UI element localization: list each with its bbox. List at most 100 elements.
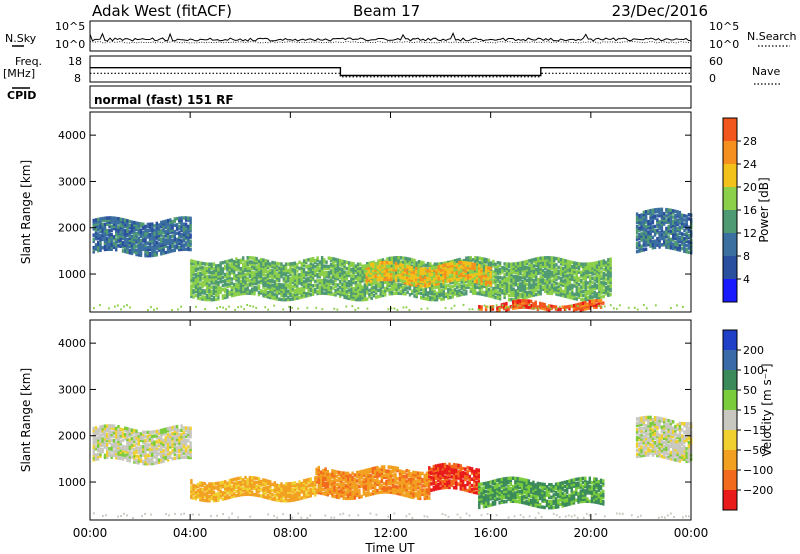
data-cell xyxy=(350,270,353,274)
data-cell xyxy=(687,235,691,240)
data-cell xyxy=(124,432,127,437)
data-cell xyxy=(291,295,294,299)
data-cell xyxy=(302,292,306,297)
data-cell xyxy=(420,287,423,292)
data-cell xyxy=(219,290,222,294)
data-cell xyxy=(130,224,134,228)
data-cell xyxy=(665,218,668,222)
data-cell xyxy=(584,303,587,307)
data-cell xyxy=(388,261,391,265)
data-cell xyxy=(572,303,576,308)
data-cell xyxy=(334,266,337,270)
data-cell xyxy=(446,264,449,269)
data-cell xyxy=(469,274,472,278)
data-cell xyxy=(589,287,592,291)
data-cell xyxy=(678,217,682,221)
data-cell xyxy=(307,270,310,275)
data-cell xyxy=(521,303,524,307)
data-cell xyxy=(115,222,118,227)
data-cell xyxy=(595,296,599,300)
data-cell xyxy=(640,215,643,219)
data-cell xyxy=(539,279,542,283)
data-cell xyxy=(575,288,578,293)
data-cell xyxy=(110,220,113,224)
data-cell xyxy=(110,453,113,457)
data-cell xyxy=(203,295,207,299)
data-cell xyxy=(532,285,536,289)
data-cell xyxy=(117,447,120,452)
data-cell xyxy=(467,258,470,262)
data-cell xyxy=(638,241,641,245)
data-cell xyxy=(417,262,421,266)
data-cell xyxy=(363,276,367,281)
data-cell xyxy=(175,231,179,235)
data-cell xyxy=(469,276,472,280)
data-cell xyxy=(598,268,601,273)
data-cell xyxy=(257,261,261,265)
data-cell xyxy=(557,307,560,312)
data-cell xyxy=(525,299,528,303)
data-cell xyxy=(302,275,306,280)
data-cell xyxy=(537,265,540,269)
data-cell xyxy=(103,434,107,439)
data-cell xyxy=(586,268,590,273)
data-cell xyxy=(260,291,263,295)
data-cell xyxy=(173,427,176,431)
data-cell xyxy=(137,450,140,455)
data-cell xyxy=(137,253,140,257)
data-cell xyxy=(203,283,207,287)
data-cell xyxy=(595,273,599,277)
data-cell xyxy=(92,447,95,452)
data-cell xyxy=(341,282,344,286)
data-cell xyxy=(393,279,396,283)
data-cell xyxy=(483,259,486,264)
data-cell xyxy=(642,225,646,229)
data-cell xyxy=(408,269,411,274)
data-cell xyxy=(273,263,276,267)
data-cell xyxy=(591,261,594,266)
data-cell xyxy=(341,288,344,293)
data-cell xyxy=(651,212,655,217)
data-cell xyxy=(338,269,342,273)
data-cell xyxy=(289,281,292,285)
data-cell xyxy=(106,426,109,430)
data-cell xyxy=(474,270,477,275)
data-cell xyxy=(157,443,161,448)
data-cell xyxy=(190,259,193,263)
data-cell xyxy=(300,291,303,295)
data-cell xyxy=(498,305,501,310)
data-cell xyxy=(260,289,263,293)
data-cell xyxy=(347,261,351,265)
data-cell xyxy=(190,288,193,292)
data-cell xyxy=(157,248,161,252)
data-cell xyxy=(115,231,118,235)
data-cell xyxy=(130,249,134,253)
data-cell xyxy=(377,294,380,299)
data-cell xyxy=(137,238,140,243)
data-cell xyxy=(237,273,240,278)
data-cell xyxy=(97,226,100,230)
data-cell xyxy=(97,219,100,224)
data-cell xyxy=(580,262,583,266)
data-cell xyxy=(242,287,245,291)
data-cell xyxy=(300,276,303,280)
data-cell xyxy=(126,456,129,460)
data-cell xyxy=(505,308,508,312)
data-cell xyxy=(246,272,249,277)
data-cell xyxy=(687,246,691,250)
data-cell xyxy=(219,280,222,284)
data-cell xyxy=(523,291,527,296)
data-cell xyxy=(248,266,252,270)
data-cell xyxy=(568,295,572,300)
data-cell xyxy=(194,260,198,264)
data-cell xyxy=(548,274,551,279)
data-cell xyxy=(505,289,509,293)
data-cell xyxy=(356,270,360,275)
data-cell xyxy=(483,290,486,295)
data-cell xyxy=(106,216,109,220)
data-cell xyxy=(553,285,556,290)
data-cell xyxy=(115,453,118,458)
data-cell xyxy=(415,266,418,271)
data-cell xyxy=(381,285,385,289)
data-cell xyxy=(555,263,558,267)
